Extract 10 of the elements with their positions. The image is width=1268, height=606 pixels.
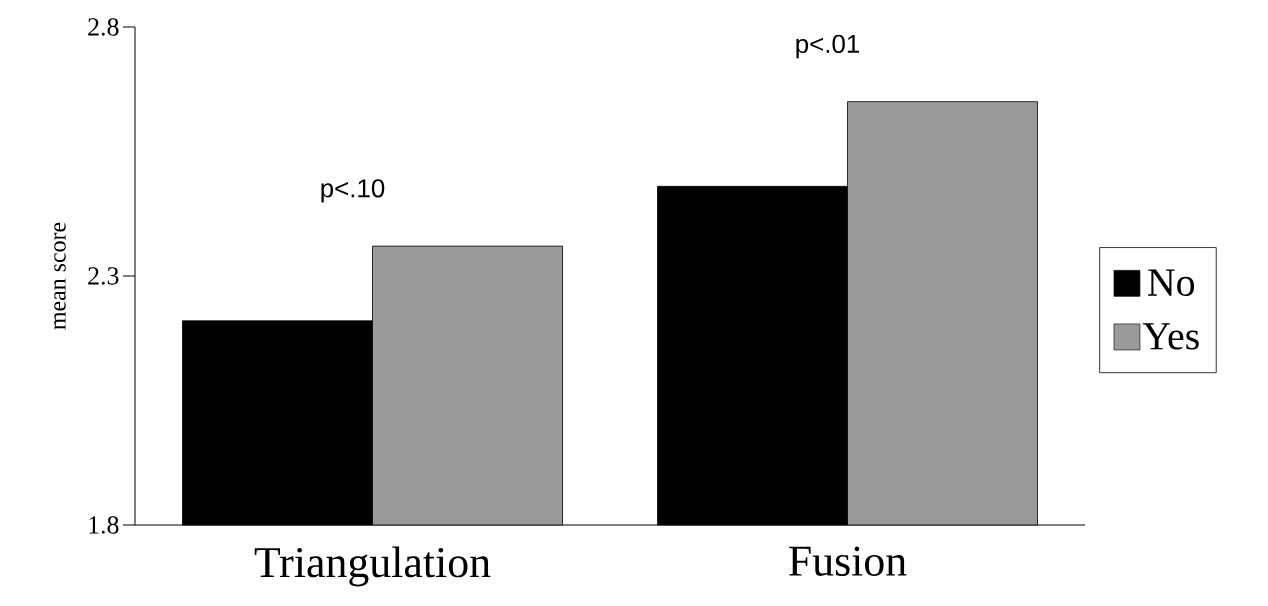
y-tick-label: 1.8 [89,516,119,534]
y-axis-title: mean score [54,222,66,330]
legend-label: No [1148,269,1195,297]
annotation: p<.10 [321,179,385,203]
y-tick-label: 2.8 [88,18,119,36]
y-tick-label: 2.3 [88,267,119,285]
x-tick-label: Triangulation [254,546,491,587]
annotation: p<.01 [796,34,860,59]
x-tick-label: Fusion [789,546,907,576]
legend-label: Yes [1142,323,1199,350]
